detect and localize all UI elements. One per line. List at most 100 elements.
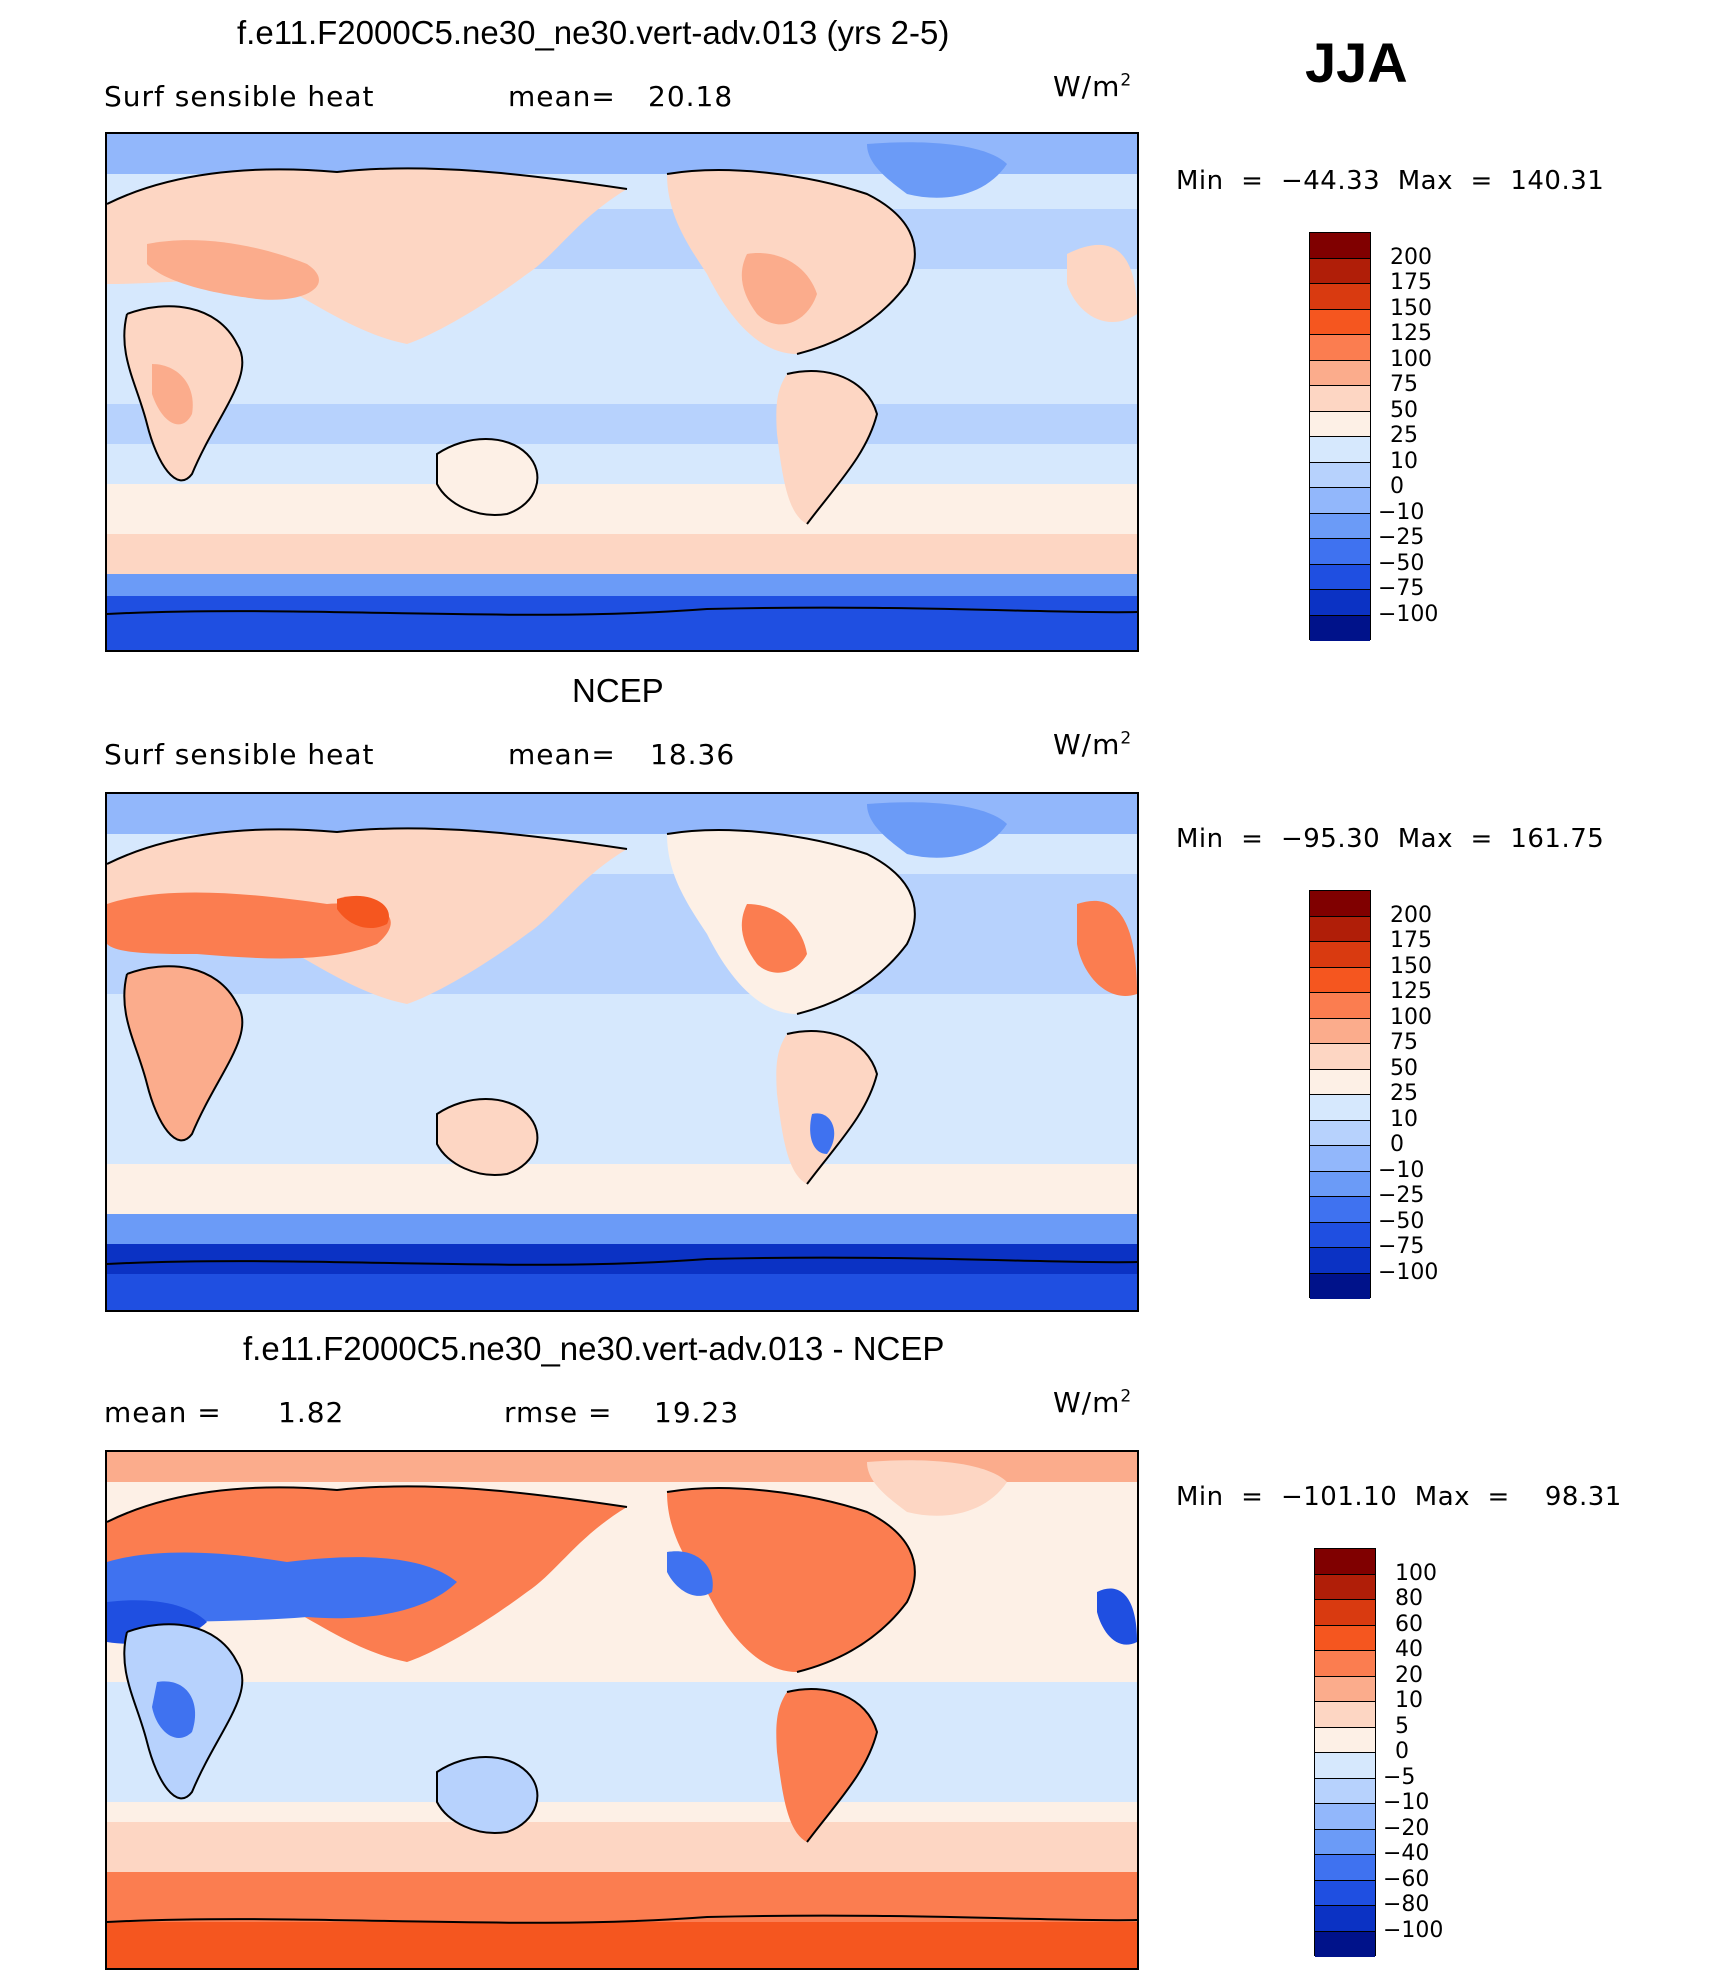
panel2-minmax: Min = −95.30 Max = 161.75 (1176, 824, 1605, 854)
colorbar-tick-label: 75 (1390, 372, 1418, 397)
colorbar-cell (1315, 1931, 1375, 1957)
panel3-title: f.e11.F2000C5.ne30_ne30.vert-adv.013 - N… (243, 1330, 945, 1367)
colorbar-cell (1310, 1018, 1370, 1044)
panel3-map-graphic (107, 1452, 1137, 1968)
colorbar-tick-label: −50 (1378, 1208, 1425, 1234)
colorbar-tick-label: −75 (1378, 576, 1425, 601)
colorbar-cell (1310, 309, 1370, 335)
colorbar-tick-label: −50 (1378, 550, 1425, 576)
colorbar-tick-label: 40 (1395, 1637, 1423, 1662)
colorbar-cell (1310, 564, 1370, 590)
colorbar-tick-label: 200 (1390, 244, 1432, 270)
colorbar-cell (1310, 258, 1370, 284)
panel3-units: W/m2 (1053, 1386, 1133, 1419)
colorbar-tick-label: 0 (1395, 1739, 1409, 1764)
colorbar-cell (1315, 1651, 1375, 1677)
colorbar-cell (1310, 942, 1370, 968)
colorbar-cell (1310, 335, 1370, 361)
colorbar-cell (1315, 1727, 1375, 1753)
colorbar-cell (1310, 411, 1370, 437)
colorbar-tick-label: 20 (1395, 1662, 1423, 1688)
colorbar-tick-label: 0 (1390, 474, 1404, 499)
panel3-rmse-label: rmse = (504, 1396, 613, 1429)
colorbar-cell (1310, 233, 1370, 259)
colorbar-tick-label: 25 (1390, 423, 1418, 448)
colorbar-tick-label: 175 (1390, 928, 1432, 953)
colorbar-cell (1310, 590, 1370, 616)
panel1-mean-value: 20.18 (648, 80, 734, 113)
colorbar-tick-label: −20 (1383, 1815, 1430, 1841)
panel1-minmax: Min = −44.33 Max = 140.31 (1176, 166, 1605, 196)
colorbar-tick-label: −10 (1383, 1790, 1430, 1815)
colorbar-tick-label: 150 (1390, 295, 1432, 321)
colorbar-cell (1310, 462, 1370, 488)
colorbar-cell (1310, 1095, 1370, 1121)
colorbar-tick-label: 10 (1390, 448, 1418, 474)
colorbar-cell (1310, 386, 1370, 412)
colorbar-tick-label: −80 (1383, 1892, 1430, 1917)
panel2-map-graphic (107, 794, 1137, 1310)
colorbar-cell (1315, 1549, 1375, 1575)
colorbar-cell (1310, 488, 1370, 514)
colorbar-tick-label: 100 (1390, 1004, 1432, 1030)
colorbar-cell (1315, 1753, 1375, 1779)
colorbar-tick-label: 50 (1390, 1055, 1418, 1081)
colorbar-cell (1310, 1044, 1370, 1070)
colorbar-cell (1310, 437, 1370, 463)
colorbar-tick-label: 100 (1395, 1560, 1437, 1586)
panel1-map-graphic (107, 134, 1137, 650)
colorbar-cell (1310, 1273, 1370, 1299)
panel3-colorbar-ticks: 100 80 60 40 20 10 5 0 −5 −10 −20 −40 −60 −80 −100 (1383, 1548, 1503, 1956)
colorbar-tick-label: 5 (1395, 1713, 1409, 1739)
colorbar-tick-label: −5 (1383, 1764, 1416, 1790)
panel1-variable-label: Surf sensible heat (104, 80, 375, 113)
colorbar-tick-label: 150 (1390, 953, 1432, 979)
colorbar-cell (1315, 1906, 1375, 1932)
colorbar-tick-label: 50 (1390, 397, 1418, 423)
colorbar-tick-label: −40 (1383, 1841, 1430, 1866)
colorbar-cell (1315, 1880, 1375, 1906)
colorbar-cell (1310, 993, 1370, 1019)
colorbar-cell (1315, 1778, 1375, 1804)
colorbar-tick-label: 80 (1395, 1586, 1423, 1611)
colorbar-cell (1315, 1829, 1375, 1855)
panel1-units: W/m2 (1053, 70, 1133, 103)
colorbar-cell (1310, 615, 1370, 641)
panel3-mean-value: 1.82 (278, 1396, 345, 1429)
panel3-colorbar (1314, 1548, 1376, 1957)
colorbar-tick-label: −100 (1383, 1917, 1444, 1943)
season-label: JJA (1305, 31, 1408, 94)
colorbar-tick-label: 10 (1390, 1106, 1418, 1132)
colorbar-cell (1315, 1574, 1375, 1600)
colorbar-cell (1310, 1146, 1370, 1172)
panel2-mean-value: 18.36 (650, 738, 736, 771)
colorbar-tick-label: 100 (1390, 346, 1432, 372)
colorbar-tick-label: −100 (1378, 601, 1439, 627)
colorbar-tick-label: −25 (1378, 1183, 1425, 1208)
colorbar-tick-label: 10 (1395, 1688, 1423, 1713)
colorbar-tick-label: −10 (1378, 1157, 1425, 1183)
panel1-colorbar (1309, 232, 1371, 641)
panel1-map (105, 132, 1139, 652)
panel3-mean-label: mean = (104, 1396, 222, 1429)
colorbar-cell (1310, 1171, 1370, 1197)
colorbar-cell (1310, 513, 1370, 539)
colorbar-tick-label: 25 (1390, 1081, 1418, 1106)
colorbar-cell (1310, 539, 1370, 565)
colorbar-cell (1310, 360, 1370, 386)
colorbar-tick-label: 125 (1390, 321, 1432, 346)
panel1-colorbar-ticks: 200 175 150 125 100 75 50 25 10 0 −10 −25 −50 −75 −100 (1378, 232, 1498, 640)
panel3-minmax: Min = −101.10 Max = 98.31 (1176, 1482, 1622, 1512)
colorbar-cell (1310, 1197, 1370, 1223)
panel1-title: f.e11.F2000C5.ne30_ne30.vert-adv.013 (yr… (237, 14, 950, 51)
colorbar-cell (1315, 1625, 1375, 1651)
colorbar-tick-label: −75 (1378, 1234, 1425, 1259)
colorbar-tick-label: −10 (1378, 499, 1425, 525)
colorbar-cell (1315, 1676, 1375, 1702)
colorbar-cell (1310, 1069, 1370, 1095)
colorbar-tick-label: 125 (1390, 979, 1432, 1004)
colorbar-tick-label: −25 (1378, 525, 1425, 550)
panel2-variable-label: Surf sensible heat (104, 738, 375, 771)
colorbar-tick-label: 60 (1395, 1611, 1423, 1637)
colorbar-cell (1310, 916, 1370, 942)
